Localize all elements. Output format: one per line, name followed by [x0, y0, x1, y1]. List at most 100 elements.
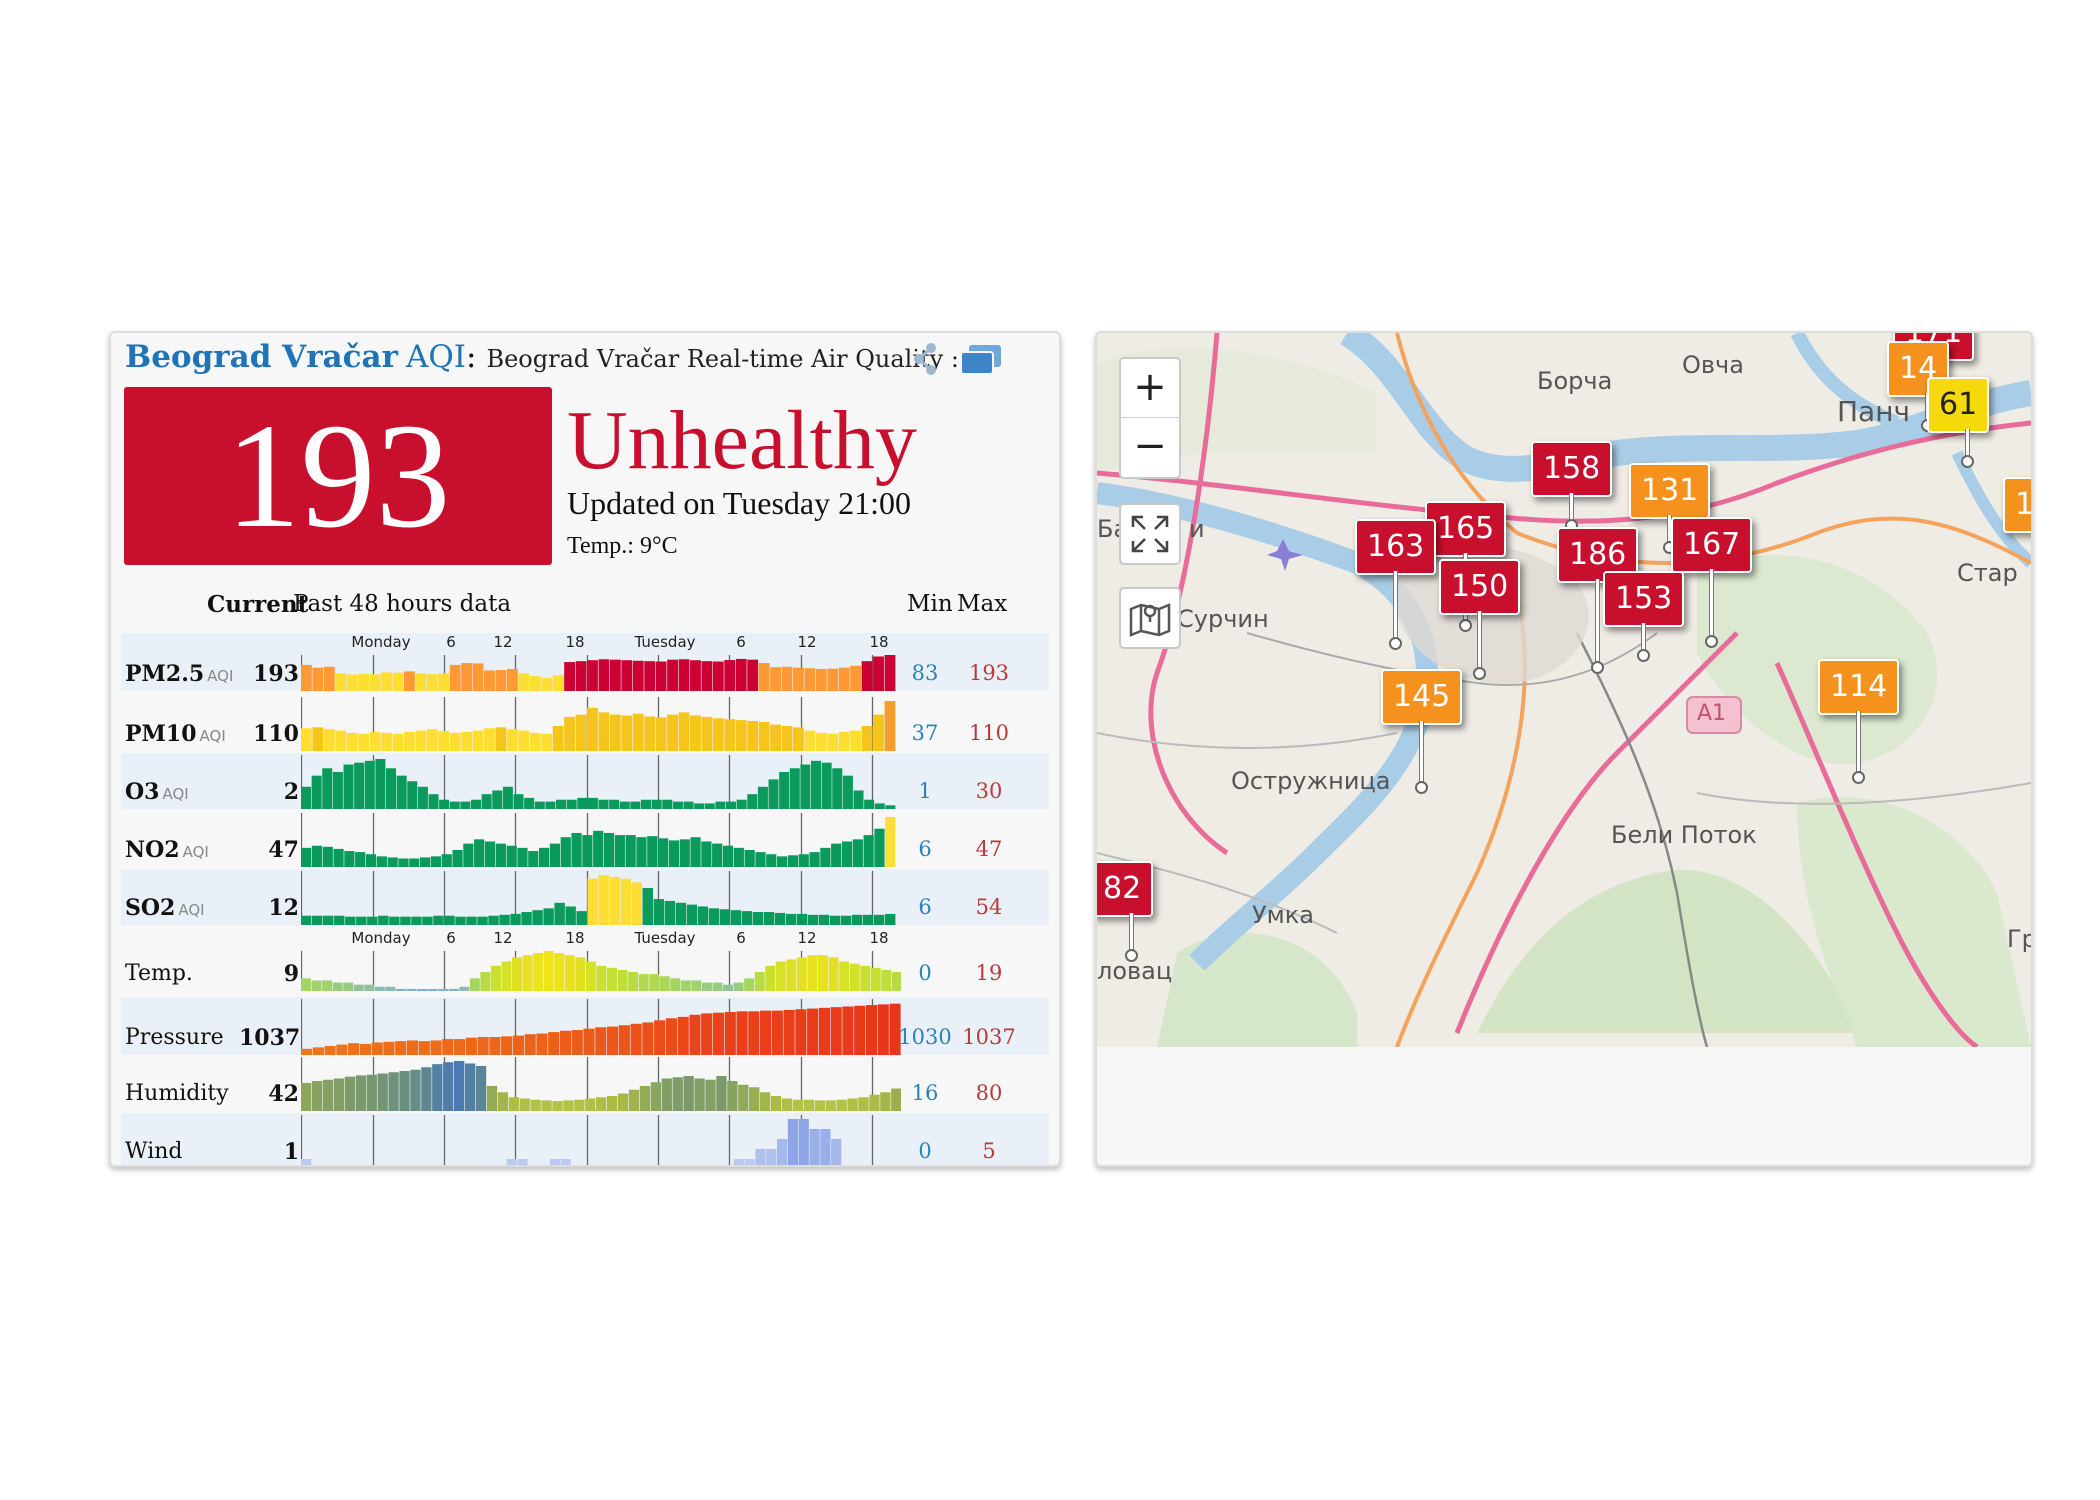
zoom-out-button[interactable]: − [1133, 423, 1167, 469]
history-bar [459, 986, 470, 991]
history-bar [364, 984, 375, 991]
history-bar [619, 801, 630, 809]
history-bar [552, 1101, 563, 1111]
map-tiles[interactable] [1097, 333, 2031, 1047]
history-bar [744, 1159, 755, 1165]
history-bar [701, 1165, 711, 1167]
history-bar [506, 729, 518, 751]
history-bar [301, 847, 312, 867]
history-bar [800, 764, 811, 809]
history-bar [641, 799, 652, 809]
time-axis-label: 12 [493, 929, 513, 947]
history-bar [565, 906, 576, 925]
history-bar [853, 790, 864, 809]
pollutant-name: PM2.5 [125, 661, 205, 687]
window-icon[interactable] [959, 343, 1003, 377]
history-bar [807, 914, 819, 925]
history-bar [398, 858, 409, 867]
map-layers-button[interactable] [1119, 587, 1181, 649]
history-bar [807, 1008, 819, 1055]
sparkline-chart[interactable] [301, 753, 901, 809]
history-bar [642, 887, 653, 925]
aqi-panel: Beograd Vračar AQI : Beograd Vračar Real… [109, 331, 1061, 1167]
history-bar [430, 856, 442, 867]
history-bar [545, 801, 556, 809]
pollutant-name: Pressure [125, 1025, 224, 1050]
history-bar [541, 733, 553, 751]
history-bar [541, 1100, 552, 1111]
zoom-in-button[interactable]: + [1121, 359, 1179, 418]
city-label: ловац [1097, 957, 1173, 985]
history-bar [489, 1036, 501, 1055]
history-bar [438, 988, 449, 991]
history-bar [884, 655, 896, 691]
history-bar [366, 1074, 377, 1111]
history-bar [430, 1040, 442, 1055]
aqi-title-suffix[interactable]: AQI [405, 339, 466, 375]
history-bar [364, 760, 375, 809]
history-bar [690, 837, 701, 867]
share-icon[interactable] [909, 341, 945, 377]
pollutant-name: NO2 [125, 837, 180, 863]
history-bar [694, 1078, 705, 1111]
history-bar [621, 715, 633, 751]
history-bar [566, 799, 577, 809]
current-value: 12 [268, 895, 299, 921]
sparkline-chart[interactable] [301, 811, 901, 867]
time-axis-label: 6 [736, 633, 746, 651]
history-bar [495, 843, 506, 867]
history-bar [712, 1165, 722, 1167]
history-bar [427, 989, 438, 991]
history-bar [609, 659, 621, 691]
history-bar [825, 1100, 836, 1111]
history-bar [411, 916, 422, 925]
sparkline-chart[interactable] [301, 997, 901, 1055]
history-row: Wind 1 0 5 [121, 1113, 1049, 1167]
history-bar [694, 803, 705, 809]
history-bar [628, 972, 639, 991]
sparkline-chart[interactable] [301, 695, 901, 751]
history-bar [536, 1033, 548, 1055]
history-bar [564, 955, 575, 991]
history-bar [460, 801, 471, 809]
history-bar [409, 1165, 419, 1167]
history-bar [836, 1099, 847, 1111]
history-bar [747, 721, 759, 751]
fullscreen-button[interactable] [1119, 503, 1181, 565]
history-bar [625, 835, 636, 867]
history-bar [744, 978, 755, 991]
history-bar [475, 1066, 487, 1111]
time-axis-label: 18 [565, 633, 585, 651]
max-value: 110 [968, 721, 1010, 745]
sparkline-chart[interactable] [301, 1113, 901, 1167]
history-bar [426, 729, 438, 751]
sparkline-chart[interactable] [301, 929, 901, 991]
history-bar [603, 832, 615, 867]
history-bar [455, 916, 466, 925]
history-bar [524, 1034, 536, 1055]
history-bar [752, 912, 764, 925]
history-bar [733, 982, 744, 991]
history-bar [885, 805, 896, 809]
pollutant-name: PM10 [125, 721, 197, 747]
history-bar [828, 957, 839, 991]
history-bar [406, 1040, 419, 1055]
sparkline-chart[interactable] [301, 1055, 901, 1111]
history-bar [549, 843, 561, 867]
station-title-link[interactable]: Beograd Vračar [125, 339, 398, 375]
history-bar [667, 659, 678, 691]
history-bar [375, 759, 386, 809]
history-bar [770, 667, 781, 691]
history-bar [529, 676, 541, 691]
history-bar [749, 1087, 760, 1111]
aqi-unit-tag: AQI [162, 785, 189, 803]
history-bar [644, 716, 656, 751]
history-bar [312, 727, 324, 751]
city-label: Панч [1837, 395, 1911, 428]
sparkline-chart[interactable] [301, 633, 901, 691]
history-bar [647, 836, 658, 867]
sparkline-chart[interactable] [301, 869, 901, 925]
current-value: 110 [253, 721, 299, 747]
time-axis-label: 18 [869, 929, 889, 947]
history-bar [850, 665, 862, 691]
